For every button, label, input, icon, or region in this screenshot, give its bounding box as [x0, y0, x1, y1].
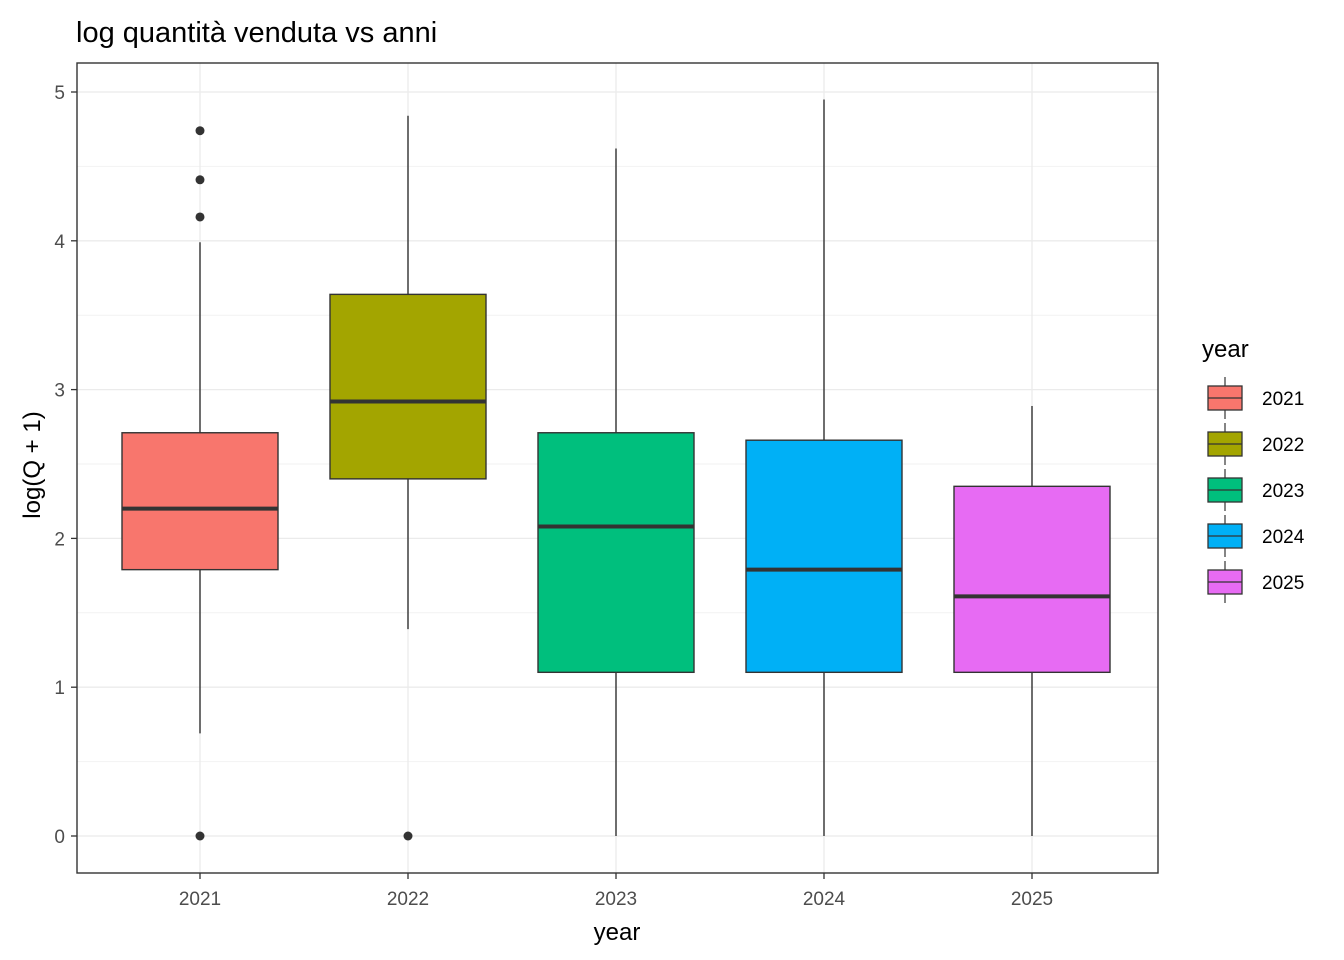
- legend-label: 2024: [1262, 527, 1305, 548]
- x-axis-title: year: [594, 919, 641, 946]
- legend-label: 2022: [1262, 435, 1304, 456]
- outlier-point: [195, 212, 205, 222]
- legend-label: 2025: [1262, 573, 1304, 594]
- x-tick-label: 2024: [803, 889, 846, 910]
- box-2024: [745, 99, 903, 836]
- y-axis-title: log(Q + 1): [19, 411, 46, 518]
- box-iqr: [121, 432, 279, 571]
- outlier-point: [195, 126, 205, 136]
- legend-item-2021: 2021: [1207, 377, 1304, 419]
- panel-border: [76, 62, 1159, 874]
- y-tick-label: 1: [54, 678, 65, 699]
- x-tick-label: 2023: [595, 889, 637, 910]
- box-2023: [537, 148, 695, 836]
- box-iqr: [745, 439, 903, 674]
- box-2022: [329, 115, 487, 841]
- chart-title: log quantità venduta vs anni: [76, 17, 437, 49]
- legend-item-2024: 2024: [1207, 515, 1305, 557]
- outlier-point: [403, 831, 413, 841]
- box-iqr: [329, 293, 487, 480]
- legend-label: 2021: [1262, 389, 1304, 410]
- legend-item-2023: 2023: [1207, 469, 1304, 511]
- legend-label: 2023: [1262, 481, 1304, 502]
- legend-items: 2021 2022 2023 2024 2025: [1207, 377, 1305, 603]
- plot-marks: [121, 99, 1111, 841]
- x-tick-label: 2021: [179, 889, 221, 910]
- legend-item-2025: 2025: [1207, 561, 1304, 603]
- box-iqr: [953, 485, 1111, 674]
- x-tick-label: 2025: [1011, 889, 1053, 910]
- y-tick-label: 0: [54, 827, 65, 848]
- y-axis-ticks: 0 1 2 3 4 5: [54, 83, 77, 848]
- box-iqr: [537, 432, 695, 674]
- box-2021: [121, 126, 279, 841]
- legend-title: year: [1202, 336, 1249, 363]
- x-tick-label: 2022: [387, 889, 429, 910]
- box-2025: [953, 405, 1111, 836]
- outlier-point: [195, 831, 205, 841]
- legend: year 2021 2022 2023 2024 2025: [1202, 336, 1305, 603]
- y-tick-label: 5: [54, 83, 65, 104]
- y-tick-label: 2: [54, 529, 65, 550]
- outlier-point: [195, 175, 205, 185]
- y-tick-label: 3: [54, 381, 65, 402]
- y-tick-label: 4: [54, 232, 65, 253]
- x-axis-ticks: 2021 2022 2023 2024 2025: [179, 873, 1053, 910]
- legend-item-2022: 2022: [1207, 423, 1304, 465]
